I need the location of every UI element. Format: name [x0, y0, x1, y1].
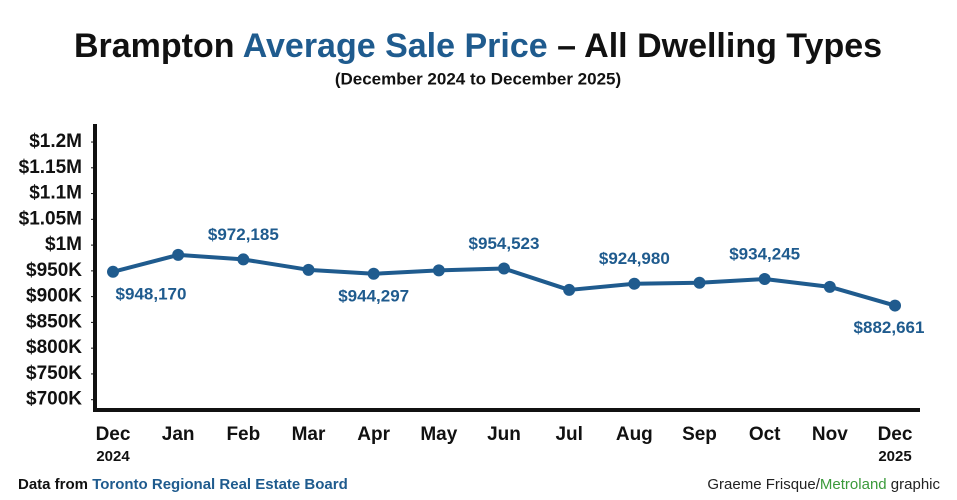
- point: [693, 276, 706, 289]
- y-tick-label: $800K: [26, 337, 82, 358]
- source-part: Data from: [18, 476, 92, 493]
- x-tick-label: Jan: [162, 424, 195, 445]
- x-tick-label: Dec: [96, 424, 131, 445]
- x-tick-label: Sep: [682, 424, 717, 445]
- title-part: Average Sale Price: [243, 27, 548, 65]
- point: [237, 253, 250, 266]
- y-tick-label: $700K: [26, 389, 82, 410]
- title-part: Brampton: [74, 27, 243, 65]
- data-label: $972,185: [208, 225, 279, 244]
- x-tick-label: Dec: [878, 424, 913, 445]
- chart-title: Brampton Average Sale Price – All Dwelli…: [74, 27, 882, 65]
- y-tick-label: $1.15M: [19, 157, 82, 178]
- x-tick-label: Nov: [812, 424, 848, 445]
- data-label: $944,297: [338, 286, 409, 305]
- data-label: $954,523: [469, 234, 540, 253]
- y-tick-label: $850K: [26, 311, 82, 332]
- source-part: Toronto Regional Real Estate Board: [92, 476, 348, 493]
- point: [889, 299, 901, 312]
- point: [628, 277, 641, 290]
- x-tick-label: Jun: [487, 424, 521, 445]
- x-tick-year: 2025: [878, 448, 911, 465]
- x-tick-label: Oct: [749, 424, 781, 445]
- data-label: $948,170: [116, 284, 187, 303]
- credit-part: Metroland: [820, 476, 887, 493]
- y-tick-label: $900K: [26, 286, 82, 307]
- data-label: $924,980: [599, 249, 670, 268]
- y-tick-label: $750K: [26, 363, 82, 384]
- y-tick-label: $1.2M: [29, 131, 82, 152]
- x-tick-label: Mar: [292, 424, 326, 445]
- chart-subtitle: (December 2024 to December 2025): [335, 69, 621, 88]
- x-tick-year: 2024: [96, 448, 130, 465]
- point: [107, 265, 119, 278]
- credit-part: graphic: [887, 476, 941, 493]
- point: [823, 280, 836, 293]
- credit-part: Graeme Frisque/: [707, 476, 820, 493]
- point: [367, 267, 380, 280]
- credit-note: Graeme Frisque/Metroland graphic: [707, 476, 940, 493]
- y-tick-label: $1.1M: [29, 183, 82, 204]
- point: [758, 272, 771, 285]
- x-tick-label: Feb: [226, 424, 260, 445]
- x-tick-label: Jul: [555, 424, 582, 445]
- point: [498, 262, 510, 275]
- source-note: Data from Toronto Regional Real Estate B…: [18, 476, 348, 493]
- data-label: $882,661: [854, 318, 925, 337]
- point: [432, 264, 445, 277]
- x-tick-label: Aug: [616, 424, 653, 445]
- point: [563, 283, 576, 296]
- point: [302, 263, 315, 276]
- x-tick-label: Apr: [357, 424, 390, 445]
- data-label: $934,245: [729, 244, 800, 263]
- y-tick-label: $1M: [45, 234, 82, 255]
- y-tick-label: $1.05M: [19, 208, 82, 229]
- y-tick-label: $950K: [26, 260, 82, 281]
- point: [172, 248, 185, 261]
- x-tick-label: May: [420, 424, 457, 445]
- title-part: – All Dwelling Types: [548, 27, 882, 65]
